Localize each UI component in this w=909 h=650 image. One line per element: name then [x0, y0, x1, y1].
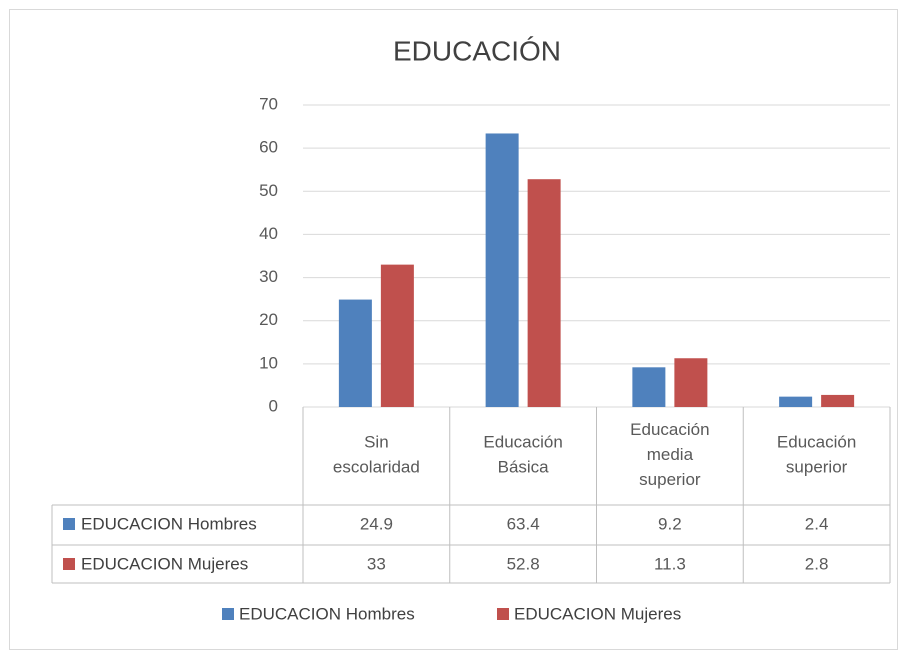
bar	[779, 396, 813, 407]
x-tick-label: Sin escolaridad	[333, 433, 420, 477]
table-value: 24.9	[360, 514, 393, 533]
table-value: 9.2	[658, 514, 682, 533]
bar	[674, 358, 708, 407]
bar	[380, 264, 414, 407]
y-tick-label: 30	[259, 267, 278, 286]
y-tick-label: 0	[269, 396, 278, 415]
table-legend-key	[63, 558, 75, 570]
table-value: 11.3	[654, 554, 686, 573]
x-tick-label: Educación superior	[777, 433, 856, 477]
legend-label: EDUCACION Hombres	[239, 604, 415, 623]
y-tick-label: 70	[259, 94, 278, 113]
bar	[485, 133, 519, 407]
chart-border	[9, 9, 898, 650]
table-legend-key	[63, 518, 75, 530]
table-value: 52.8	[507, 554, 540, 573]
table-value: 2.8	[805, 554, 829, 573]
x-tick-label: Educación Básica	[483, 433, 562, 477]
chart-title: EDUCACIÓN	[393, 35, 561, 66]
bar	[338, 299, 372, 407]
bar	[821, 394, 855, 407]
y-tick-label: 40	[259, 224, 278, 243]
bar	[527, 179, 561, 407]
y-tick-label: 50	[259, 181, 278, 200]
legend-key	[222, 608, 234, 620]
table-series-name: EDUCACION Hombres	[81, 514, 257, 533]
table-series-name: EDUCACION Mujeres	[81, 554, 248, 573]
legend-label: EDUCACION Mujeres	[514, 604, 681, 623]
table-value: 2.4	[805, 514, 829, 533]
bar	[632, 367, 666, 407]
table-value: 33	[367, 554, 386, 573]
table-value: 63.4	[507, 514, 540, 533]
y-tick-label: 60	[259, 138, 278, 157]
x-tick-label: Educación media superior	[630, 420, 709, 489]
y-tick-label: 10	[259, 353, 278, 372]
legend-key	[497, 608, 509, 620]
y-tick-label: 20	[259, 310, 278, 329]
